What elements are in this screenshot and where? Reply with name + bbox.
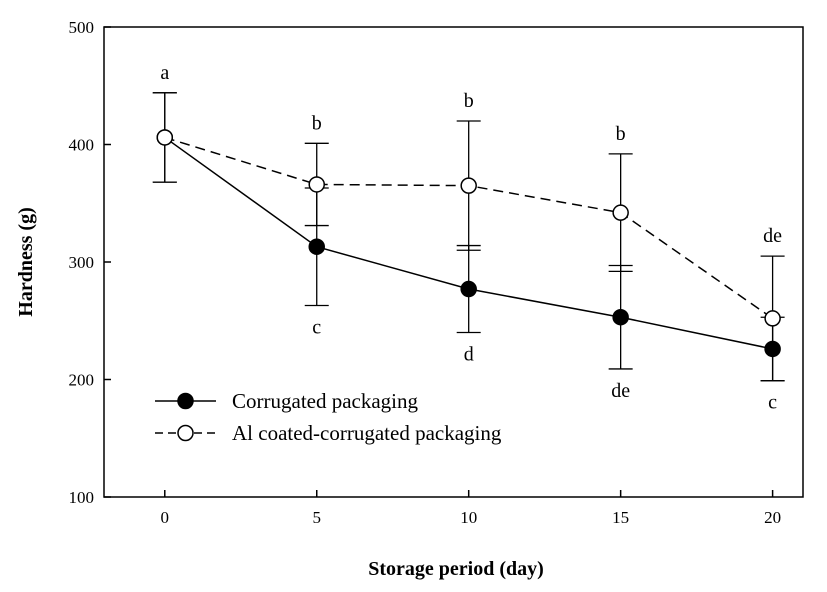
legend-label-1: Al coated-corrugated packaging xyxy=(232,421,502,445)
series-1-point xyxy=(764,310,781,327)
significance-label: a xyxy=(160,62,169,84)
y-axis-title: Hardness (g) xyxy=(15,207,37,316)
significance-label: de xyxy=(611,380,630,402)
significance-label: de xyxy=(763,225,782,247)
y-tick-label: 500 xyxy=(69,18,95,37)
significance-label: d xyxy=(464,344,474,366)
axis-ticks: 0 5 10 15 20 100 200 300 400 500 xyxy=(69,18,782,527)
series-1-point xyxy=(612,204,629,221)
series-0-point xyxy=(612,308,629,326)
legend-label-0: Corrugated packaging xyxy=(232,389,419,413)
x-axis-title: Storage period (day) xyxy=(368,558,544,580)
legend-marker-0 xyxy=(177,392,194,410)
series-0-point xyxy=(764,340,781,358)
significance-label: c xyxy=(768,392,777,414)
x-tick-label: 10 xyxy=(460,508,477,527)
x-tick-label: 5 xyxy=(312,508,321,527)
series-0-point xyxy=(308,238,325,255)
series-layer: c d de c a b b b de xyxy=(152,62,785,414)
y-tick-label: 300 xyxy=(69,253,95,272)
series-1-error-bars xyxy=(152,92,785,382)
series-1-point xyxy=(156,129,174,146)
significance-label: b xyxy=(312,112,322,134)
x-tick-label: 15 xyxy=(612,508,629,527)
x-tick-label: 0 xyxy=(161,508,170,527)
series-1-point xyxy=(460,177,477,194)
significance-label: b xyxy=(464,90,474,112)
y-tick-label: 400 xyxy=(69,136,95,155)
series-0-point xyxy=(460,280,477,298)
series-1-point xyxy=(308,176,325,193)
significance-label: c xyxy=(312,316,321,338)
x-tick-label: 20 xyxy=(764,508,781,527)
legend: Corrugated packaging Al coated-corrugated… xyxy=(155,389,502,445)
legend-marker-1 xyxy=(177,424,194,442)
y-tick-label: 200 xyxy=(69,371,95,390)
y-tick-label: 100 xyxy=(69,488,95,507)
significance-label: b xyxy=(616,123,626,145)
